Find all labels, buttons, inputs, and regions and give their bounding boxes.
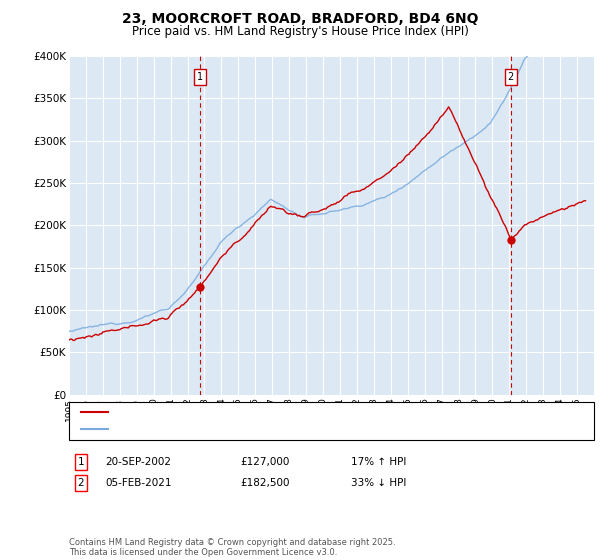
- Text: 1: 1: [77, 457, 85, 467]
- Text: 23, MOORCROFT ROAD, BRADFORD, BD4 6NQ: 23, MOORCROFT ROAD, BRADFORD, BD4 6NQ: [122, 12, 478, 26]
- Text: HPI: Average price, detached house, Bradford: HPI: Average price, detached house, Brad…: [114, 424, 342, 434]
- Text: 20-SEP-2002: 20-SEP-2002: [105, 457, 171, 467]
- Text: 1: 1: [197, 72, 203, 82]
- Text: 33% ↓ HPI: 33% ↓ HPI: [351, 478, 406, 488]
- Text: Price paid vs. HM Land Registry's House Price Index (HPI): Price paid vs. HM Land Registry's House …: [131, 25, 469, 38]
- Text: £127,000: £127,000: [240, 457, 289, 467]
- Text: 17% ↑ HPI: 17% ↑ HPI: [351, 457, 406, 467]
- Text: Contains HM Land Registry data © Crown copyright and database right 2025.
This d: Contains HM Land Registry data © Crown c…: [69, 538, 395, 557]
- Text: 2: 2: [77, 478, 85, 488]
- Text: 05-FEB-2021: 05-FEB-2021: [105, 478, 172, 488]
- Text: £182,500: £182,500: [240, 478, 290, 488]
- Text: 23, MOORCROFT ROAD, BRADFORD, BD4 6NQ (detached house): 23, MOORCROFT ROAD, BRADFORD, BD4 6NQ (d…: [114, 407, 434, 417]
- Text: 2: 2: [508, 72, 514, 82]
